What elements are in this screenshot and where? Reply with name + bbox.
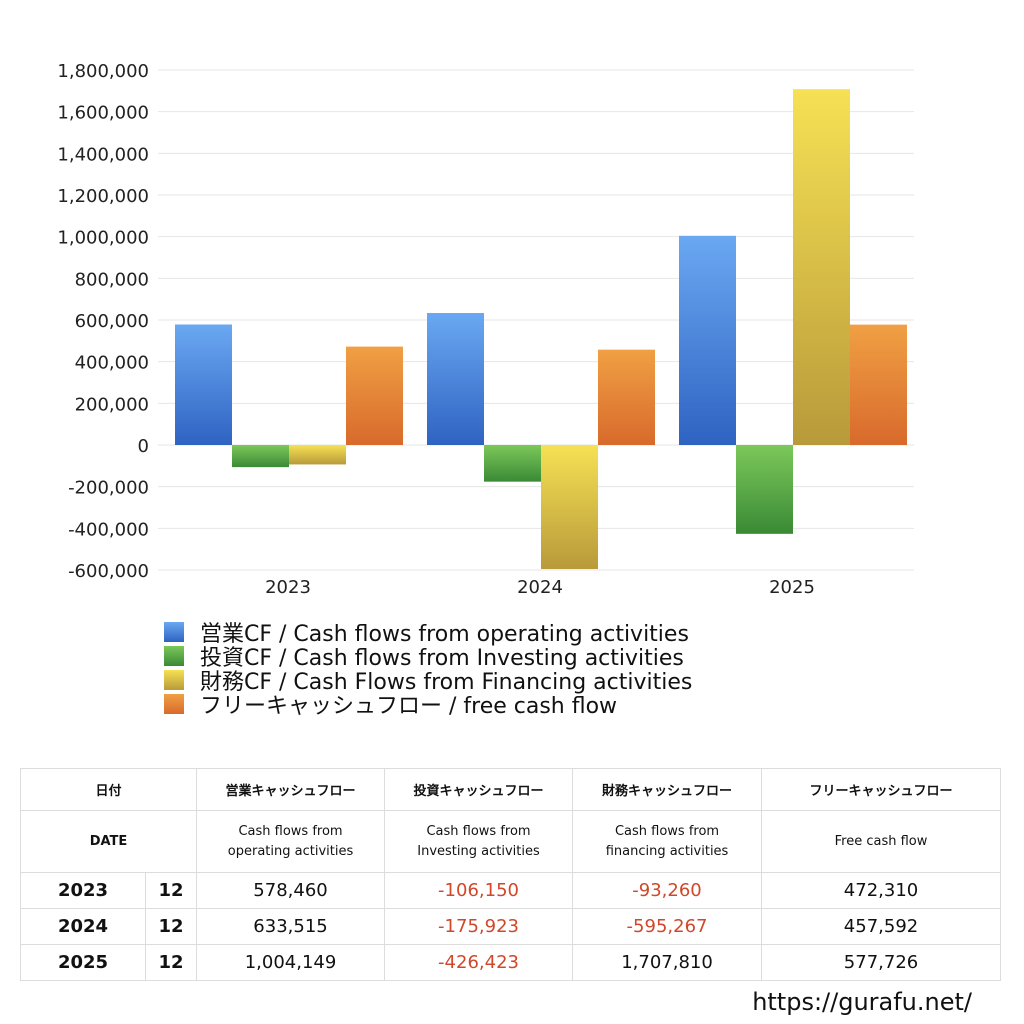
bar-investing-2023 bbox=[232, 445, 289, 468]
header-operating-ja: 営業キャッシュフロー bbox=[196, 768, 386, 811]
cell-operating: 633,515 bbox=[196, 908, 386, 945]
legend-item-investing: 投資CF / Cash flows from Investing activit… bbox=[164, 644, 692, 671]
cell-free: 457,592 bbox=[761, 908, 1002, 945]
header-free-en: Free cash flow bbox=[761, 810, 1002, 873]
legend-label: 営業CF / Cash flows from operating activit… bbox=[200, 622, 689, 647]
y-tick-label: 800,000 bbox=[75, 269, 149, 290]
bar-investing-2024 bbox=[484, 445, 541, 482]
bar-operating-2025 bbox=[679, 235, 736, 445]
legend-swatch-investing bbox=[164, 646, 184, 666]
legend-swatch-operating bbox=[164, 622, 184, 642]
y-tick-label: -200,000 bbox=[68, 478, 149, 499]
header-investing-ja: 投資キャッシュフロー bbox=[384, 768, 574, 811]
bar-operating-2023 bbox=[175, 324, 232, 445]
cell-investing: -106,150 bbox=[384, 872, 574, 909]
bar-financing-2025 bbox=[793, 89, 850, 446]
grid-lines bbox=[158, 69, 914, 571]
x-tick-label: 2024 bbox=[517, 577, 563, 598]
site-url[interactable]: https://gurafu.net/ bbox=[752, 988, 972, 1016]
cell-free: 577,726 bbox=[761, 944, 1002, 981]
header-date-en: DATE bbox=[19, 810, 198, 873]
y-tick-label: 400,000 bbox=[75, 353, 149, 374]
cell-operating: 1,004,149 bbox=[196, 944, 386, 981]
bar-operating-2024 bbox=[427, 313, 484, 445]
y-tick-label: 1,600,000 bbox=[57, 103, 149, 124]
y-tick-label: 1,400,000 bbox=[57, 144, 149, 165]
cell-financing: 1,707,810 bbox=[572, 944, 763, 981]
table-header-en: DATE Cash flows from operating activities… bbox=[19, 810, 1002, 873]
cell-investing: -175,923 bbox=[384, 908, 574, 945]
x-tick-label: 2025 bbox=[769, 577, 815, 598]
header-investing-en: Cash flows from Investing activities bbox=[384, 810, 574, 873]
cell-operating: 578,460 bbox=[196, 872, 386, 909]
cash-flow-table: 日付 営業キャッシュフロー 投資キャッシュフロー 財務キャッシュフロー フリーキ… bbox=[19, 768, 1002, 981]
cell-month: 12 bbox=[144, 944, 198, 981]
legend-swatch-free bbox=[164, 694, 184, 714]
cell-year: 2024 bbox=[20, 908, 146, 945]
table-row: 2025 12 1,004,149 -426,423 1,707,810 577… bbox=[20, 944, 1002, 981]
bars bbox=[175, 89, 907, 570]
y-tick-label: 600,000 bbox=[75, 311, 149, 332]
header-financing-en: Cash flows from financing activities bbox=[572, 810, 763, 873]
table-row: 2023 12 578,460 -106,150 -93,260 472,310 bbox=[20, 872, 1002, 909]
cell-financing: -93,260 bbox=[572, 872, 763, 909]
y-tick-label: 200,000 bbox=[75, 394, 149, 415]
legend-label: 投資CF / Cash flows from Investing activit… bbox=[200, 646, 684, 671]
cell-investing: -426,423 bbox=[384, 944, 574, 981]
legend-item-free: フリーキャッシュフロー / free cash flow bbox=[164, 692, 692, 719]
header-date-ja: 日付 bbox=[19, 768, 198, 811]
table-row: 2024 12 633,515 -175,923 -595,267 457,59… bbox=[20, 908, 1002, 945]
bar-financing-2024 bbox=[541, 445, 598, 570]
bar-free-2023 bbox=[346, 346, 403, 445]
cell-financing: -595,267 bbox=[572, 908, 763, 945]
cell-month: 12 bbox=[144, 872, 198, 909]
cash-flow-bar-chart: -600,000 -400,000 -200,000 0 200,000 400,000 6… bbox=[57, 61, 914, 598]
bar-free-2024 bbox=[598, 349, 655, 445]
y-tick-label: -600,000 bbox=[68, 561, 149, 582]
legend-item-financing: 財務CF / Cash Flows from Financing activit… bbox=[164, 668, 692, 695]
header-free-ja: フリーキャッシュフロー bbox=[761, 768, 1002, 811]
cell-month: 12 bbox=[144, 908, 198, 945]
cell-free: 472,310 bbox=[761, 872, 1002, 909]
header-financing-ja: 財務キャッシュフロー bbox=[572, 768, 763, 811]
legend: 営業CF / Cash flows from operating activit… bbox=[164, 620, 692, 719]
header-operating-en: Cash flows from operating activities bbox=[196, 810, 386, 873]
x-tick-label: 2023 bbox=[265, 577, 311, 598]
legend-label: フリーキャッシュフロー / free cash flow bbox=[200, 694, 618, 719]
legend-label: 財務CF / Cash Flows from Financing activit… bbox=[200, 670, 693, 695]
y-tick-label: 1,200,000 bbox=[57, 186, 149, 207]
bar-free-2025 bbox=[850, 324, 907, 445]
y-tick-label: 1,800,000 bbox=[57, 61, 149, 82]
cell-year: 2023 bbox=[20, 872, 146, 909]
y-tick-label: 0 bbox=[138, 436, 149, 457]
cell-year: 2025 bbox=[20, 944, 146, 981]
legend-item-operating: 営業CF / Cash flows from operating activit… bbox=[164, 620, 692, 647]
x-axis-ticks: 2023 2024 2025 bbox=[265, 577, 815, 598]
bar-investing-2025 bbox=[736, 445, 793, 534]
y-tick-label: -400,000 bbox=[68, 519, 149, 540]
y-axis-ticks: -600,000 -400,000 -200,000 0 200,000 400,000 6… bbox=[57, 61, 149, 582]
y-tick-label: 1,000,000 bbox=[57, 228, 149, 249]
bar-financing-2023 bbox=[289, 445, 346, 465]
legend-swatch-financing bbox=[164, 670, 184, 690]
table-header-ja: 日付 営業キャッシュフロー 投資キャッシュフロー 財務キャッシュフロー フリーキ… bbox=[19, 768, 1002, 811]
